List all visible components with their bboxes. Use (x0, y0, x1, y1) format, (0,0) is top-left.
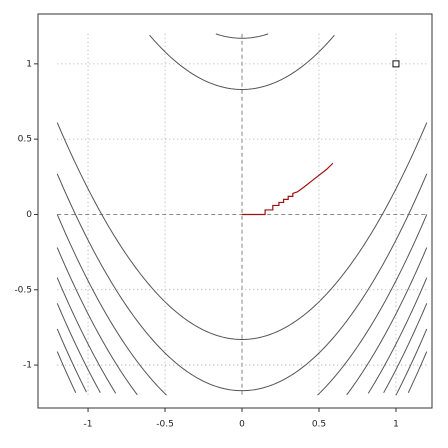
contour-line (56, 173, 428, 392)
contour-line (149, 34, 335, 90)
y-tick-label: 0 (26, 210, 32, 220)
contour-line (56, 277, 428, 394)
x-tick-label: 0 (239, 420, 245, 430)
x-tick-label: 0.5 (312, 420, 326, 430)
y-tick-label: 1 (26, 59, 32, 69)
target-point (392, 60, 400, 68)
descent-path (242, 162, 334, 216)
contour-line (56, 247, 428, 396)
y-tick-label: 0.5 (18, 135, 32, 145)
x-tick-label: -1 (84, 420, 93, 430)
contour-line (56, 214, 428, 396)
plot-frame (37, 13, 433, 409)
contour-line (56, 351, 428, 393)
y-tick-label: -1 (23, 361, 32, 371)
contour-line (215, 33, 269, 39)
contour-line (56, 122, 428, 340)
contour-line (56, 328, 428, 396)
x-tick-label: -0.5 (156, 420, 174, 430)
contour-line (56, 303, 428, 393)
y-tick-label: -0.5 (14, 285, 32, 295)
x-tick-label: 1 (393, 420, 399, 430)
